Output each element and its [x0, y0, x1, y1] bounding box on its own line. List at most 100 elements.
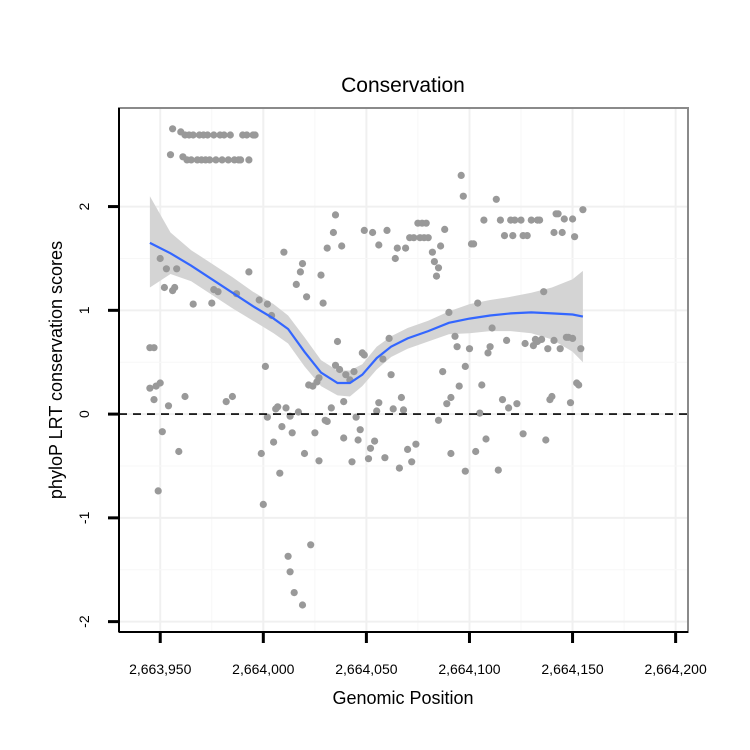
panel-border — [118, 107, 689, 633]
x-tick-label: 2,664,200 — [644, 661, 706, 677]
data-point — [158, 428, 166, 436]
data-point — [447, 449, 455, 458]
data-point — [208, 299, 216, 307]
data-point — [569, 334, 577, 342]
data-point — [245, 268, 253, 276]
data-point — [375, 399, 383, 407]
data-point — [461, 362, 469, 370]
data-point — [441, 225, 449, 233]
data-point — [503, 336, 511, 344]
data-point — [340, 398, 348, 406]
data-point — [540, 288, 548, 296]
data-point — [311, 429, 319, 437]
data-point — [387, 371, 395, 379]
data-point — [214, 288, 222, 296]
data-point — [348, 458, 356, 466]
data-point — [459, 192, 467, 200]
data-point — [437, 242, 445, 250]
data-point — [360, 351, 368, 359]
data-point — [298, 601, 307, 609]
data-point — [294, 408, 302, 416]
data-point — [164, 402, 173, 410]
data-point — [364, 455, 373, 463]
data-point — [412, 440, 420, 448]
data-point — [556, 345, 564, 353]
data-point — [156, 254, 164, 263]
data-point — [307, 541, 315, 549]
data-point — [560, 215, 568, 223]
data-point — [298, 260, 307, 268]
data-point — [290, 589, 298, 597]
data-point — [255, 296, 263, 304]
data-point — [296, 268, 304, 276]
data-point — [399, 406, 408, 414]
data-point — [340, 434, 348, 442]
data-point — [478, 381, 486, 389]
data-point — [379, 355, 387, 363]
data-point — [150, 344, 158, 352]
data-point — [150, 396, 158, 404]
data-point — [181, 392, 189, 401]
data-point — [336, 365, 344, 374]
data-point — [428, 248, 436, 256]
data-point — [210, 131, 218, 139]
data-point — [166, 151, 175, 159]
data-point — [451, 332, 459, 340]
data-point — [408, 458, 416, 466]
data-point — [453, 343, 461, 351]
data-point — [385, 334, 393, 342]
data-point — [505, 404, 513, 412]
data-point — [455, 382, 463, 390]
data-point — [257, 449, 265, 458]
data-point — [519, 232, 527, 240]
x-axis-title: Genomic Position — [332, 688, 473, 708]
data-point — [395, 464, 403, 472]
data-point — [342, 371, 350, 379]
data-point — [206, 156, 214, 164]
data-point — [410, 234, 418, 242]
data-point — [286, 568, 294, 576]
data-point — [550, 228, 558, 237]
data-point — [245, 156, 253, 164]
data-point — [171, 283, 179, 292]
data-point — [432, 272, 441, 280]
data-point — [173, 265, 181, 273]
data-point — [333, 337, 342, 346]
data-point — [251, 131, 259, 139]
data-point — [276, 469, 284, 477]
data-point — [169, 125, 177, 133]
data-point — [434, 264, 443, 272]
data-point — [439, 368, 447, 376]
data-point — [488, 324, 496, 332]
data-point — [222, 398, 230, 406]
x-tick-label: 2,664,150 — [541, 661, 603, 677]
data-point — [521, 339, 529, 348]
data-point — [160, 283, 168, 292]
data-point — [315, 457, 323, 465]
data-point — [397, 393, 405, 402]
data-point — [443, 400, 451, 408]
data-point — [220, 131, 228, 139]
x-tick-label: 2,663,950 — [129, 661, 191, 677]
data-point — [162, 265, 170, 273]
data-point — [189, 131, 197, 139]
data-point — [422, 219, 430, 227]
data-point — [536, 216, 544, 224]
data-point — [424, 234, 432, 242]
data-point — [480, 216, 488, 224]
data-point — [282, 404, 290, 412]
data-point — [554, 210, 562, 218]
data-point — [381, 454, 389, 462]
data-point — [261, 362, 269, 370]
data-point — [187, 156, 195, 164]
data-point — [228, 392, 236, 401]
data-point — [204, 131, 212, 139]
data-point — [470, 240, 478, 248]
smooth-trend-line — [149, 241, 584, 385]
data-point — [212, 156, 220, 164]
data-point — [383, 226, 391, 234]
data-point — [270, 438, 278, 446]
data-point — [569, 215, 577, 223]
data-point — [498, 396, 507, 404]
data-point — [391, 254, 399, 263]
